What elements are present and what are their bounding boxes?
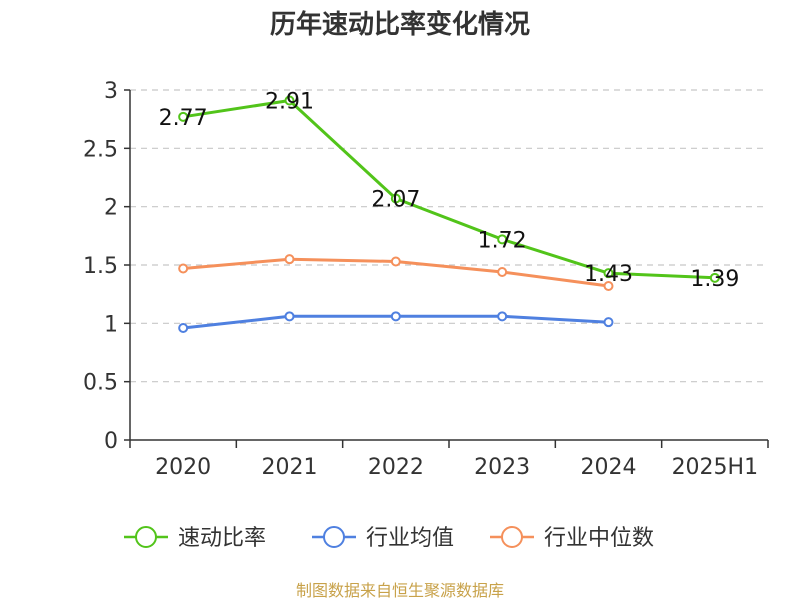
data-label: 1.39 [690,267,739,292]
series-line [182,99,715,280]
series-lines [178,95,720,333]
legend-item: 速动比率 [124,526,266,551]
axes: 0 0.5 1 1.5 2 2.5 3 2020 2021 2022 2023 2024 2025H1 [83,79,769,480]
y-tick-label: 2.5 [83,137,118,162]
data-point [603,268,614,279]
data-label: 2.77 [159,106,208,131]
y-tick-label: 1.5 [83,254,118,279]
data-point [390,193,401,204]
data-point [603,317,614,328]
x-tick-label: 2020 [155,455,211,480]
data-label: 1.72 [478,228,527,253]
data-point [178,111,189,122]
data-point [497,267,508,277]
data-label: 2.07 [371,188,420,213]
data-point [178,323,189,333]
x-tick-label: 2023 [474,455,530,480]
legend-label: 速动比率 [178,526,266,551]
x-tick-label: 2022 [368,455,424,480]
data-label: 2.91 [265,90,314,115]
y-tick-label: 0.5 [83,371,118,396]
legend-marker [323,526,345,548]
y-tick-label: 3 [104,79,118,104]
data-point [284,254,295,265]
x-tick-label: 2021 [262,455,318,480]
data-point [178,263,189,274]
y-tick-label: 0 [104,429,118,454]
y-tick-label: 2 [104,196,118,221]
data-point [390,311,401,322]
legend-item: 行业均值 [312,526,454,551]
data-label: 1.43 [584,262,633,287]
data-point [284,311,295,322]
grid [130,89,768,383]
source-note: 制图数据来自恒生聚源数据库 [296,581,504,600]
data-point [603,281,614,291]
y-tick-label: 1 [104,312,118,337]
chart-title: 历年速动比率变化情况 [270,9,530,40]
legend-marker [135,526,157,548]
legend: 速动比率 行业均值 行业中位数 [124,526,654,551]
data-labels: 2.77 2.91 2.07 1.72 1.43 1.39 [159,90,740,292]
legend-item: 行业中位数 [490,526,654,551]
data-point [284,95,295,106]
x-tick-label: 2024 [581,455,637,480]
data-point [390,256,401,267]
legend-label: 行业均值 [366,526,454,551]
x-tick-label: 2025H1 [672,455,759,480]
data-point [497,234,508,245]
legend-marker [501,526,523,548]
data-point [497,311,508,322]
legend-label: 行业中位数 [544,526,654,551]
data-point [709,272,720,283]
